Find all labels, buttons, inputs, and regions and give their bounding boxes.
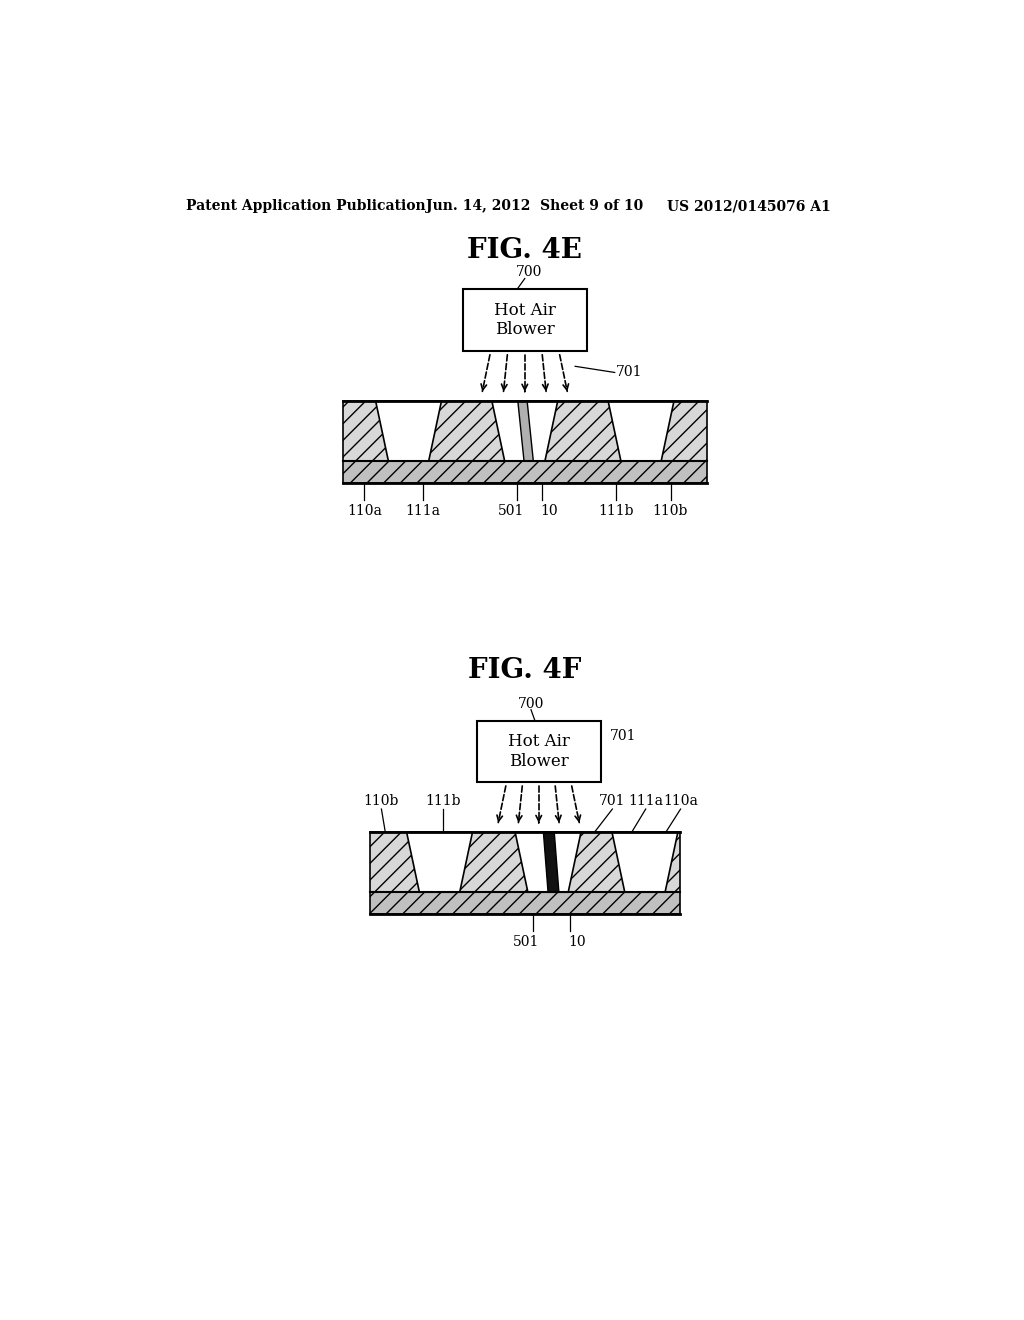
- Text: 111a: 111a: [628, 795, 664, 808]
- Text: Patent Application Publication: Patent Application Publication: [186, 199, 426, 213]
- Text: 110b: 110b: [364, 795, 399, 808]
- Text: 10: 10: [541, 504, 558, 519]
- Bar: [343, 461, 707, 483]
- Text: 111a: 111a: [406, 504, 440, 519]
- Bar: [370, 832, 680, 892]
- Polygon shape: [407, 832, 472, 892]
- Text: Hot Air
Blower: Hot Air Blower: [508, 733, 569, 770]
- Text: FIG. 4E: FIG. 4E: [467, 238, 583, 264]
- Polygon shape: [612, 832, 678, 892]
- Polygon shape: [376, 401, 441, 461]
- Text: US 2012/0145076 A1: US 2012/0145076 A1: [667, 199, 830, 213]
- Text: 701: 701: [616, 366, 643, 379]
- Bar: [477, 721, 601, 781]
- Text: 111b: 111b: [426, 795, 461, 808]
- Text: 700: 700: [515, 265, 542, 280]
- Text: 701: 701: [599, 795, 626, 808]
- Polygon shape: [608, 401, 674, 461]
- Text: Jun. 14, 2012  Sheet 9 of 10: Jun. 14, 2012 Sheet 9 of 10: [426, 199, 644, 213]
- Text: 10: 10: [568, 936, 587, 949]
- Text: Hot Air
Blower: Hot Air Blower: [494, 302, 556, 338]
- Bar: [343, 401, 707, 461]
- Text: 701: 701: [610, 729, 637, 743]
- Polygon shape: [492, 401, 558, 461]
- Polygon shape: [544, 832, 559, 892]
- Text: FIG. 4F: FIG. 4F: [468, 657, 582, 684]
- Text: 110a: 110a: [347, 504, 382, 519]
- Text: 700: 700: [518, 697, 544, 710]
- Text: 111b: 111b: [598, 504, 634, 519]
- Polygon shape: [515, 832, 581, 892]
- Text: 110b: 110b: [653, 504, 688, 519]
- Polygon shape: [518, 401, 534, 461]
- Text: 501: 501: [513, 936, 540, 949]
- Bar: [370, 892, 680, 913]
- Bar: [463, 289, 587, 351]
- Text: 501: 501: [498, 504, 524, 519]
- Text: 110a: 110a: [664, 795, 698, 808]
